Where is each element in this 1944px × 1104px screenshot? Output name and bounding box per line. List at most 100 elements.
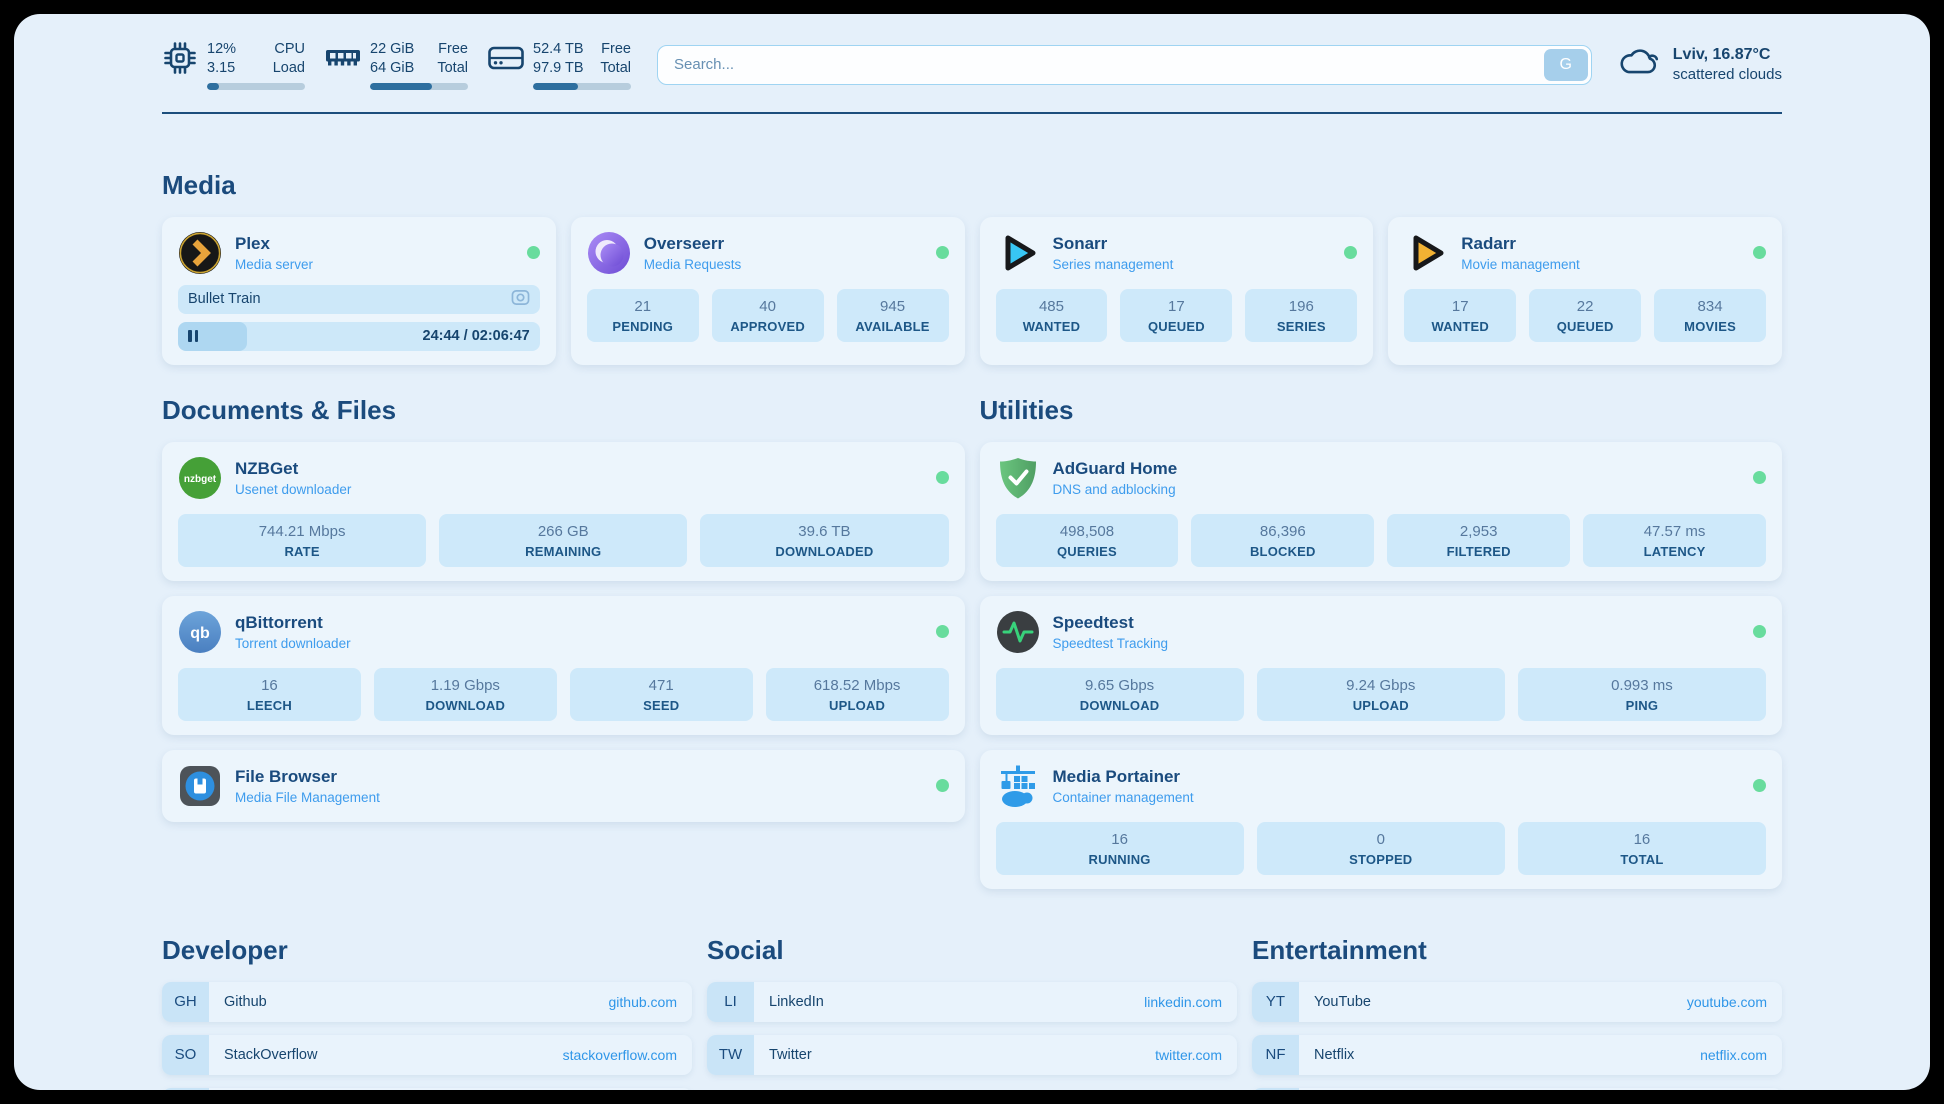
stat-downloaded: 39.6 TB DOWNLOADED	[700, 513, 949, 567]
cpu-usage-value: 12%	[207, 41, 237, 57]
stat-total: 16 TOTAL	[1517, 821, 1767, 875]
stat-ping: 0.993 ms PING	[1517, 667, 1767, 721]
status-dot	[1753, 779, 1766, 793]
playback-time: 24:44 / 02:06:47	[422, 328, 530, 345]
card-file-browser[interactable]: File Browser Media File Management	[162, 749, 965, 822]
section-title-entertainment: Entertainment	[1252, 934, 1427, 965]
disk-free-label: Free	[601, 41, 631, 57]
status-dot	[935, 779, 949, 793]
disk-progress-bar	[533, 82, 631, 90]
bookmark-tag: SO	[162, 1034, 209, 1075]
app-subtitle: Container management	[1052, 789, 1194, 805]
app-title: Overseerr	[643, 233, 725, 253]
stat-download: 1.19 Gbps DOWNLOAD	[373, 667, 557, 721]
weather-widget: Lviv, 16.87°C scattered clouds	[1618, 46, 1782, 83]
app-subtitle: Torrent downloader	[235, 635, 351, 651]
card-sonarr[interactable]: Sonarr Series management 485 WANTED 17 Q…	[979, 216, 1374, 365]
stat-latency: 47.57 ms LATENCY	[1583, 513, 1766, 567]
card-media-portainer[interactable]: Media Portainer Container management 16 …	[979, 749, 1782, 889]
stat-blocked: 86,396 BLOCKED	[1191, 513, 1375, 567]
bookmark-tag: NF	[1252, 1034, 1299, 1075]
disk-total-value: 97.9 TB	[533, 59, 584, 76]
cpu-load-value: 3.15	[207, 59, 236, 76]
stat-seed: 471 SEED	[569, 667, 753, 721]
stat-series: 196 SERIES	[1245, 288, 1358, 342]
stat-upload: 9.24 Gbps UPLOAD	[1256, 667, 1505, 721]
stat-movies: 834 MOVIES	[1654, 288, 1767, 342]
bookmark-twitter[interactable]: TW Twitter twitter.com	[707, 1034, 1237, 1075]
app-subtitle: Media File Management	[235, 789, 380, 805]
section-title-developer: Developer	[162, 934, 288, 965]
status-dot	[1753, 246, 1766, 260]
cpu-progress-bar	[207, 82, 305, 90]
card-speedtest[interactable]: Speedtest Speedtest Tracking 9.65 Gbps D…	[979, 595, 1782, 735]
status-dot	[1753, 471, 1766, 485]
app-subtitle: Usenet downloader	[235, 481, 352, 497]
stat-rate: 744.21 Mbps RATE	[178, 513, 427, 567]
portainer-icon	[996, 764, 1040, 808]
dashboard-panel: 12% 3.15 CPU Load	[14, 14, 1930, 1090]
app-subtitle: Series management	[1052, 256, 1174, 272]
svg-text:qb: qb	[190, 625, 210, 642]
bookmark-tag: YT	[1252, 981, 1299, 1022]
app-subtitle: Media Requests	[643, 256, 742, 272]
search-provider-button[interactable]: G	[1543, 48, 1588, 81]
bookmark-linkedin[interactable]: LI LinkedIn linkedin.com	[707, 981, 1237, 1022]
section-title-media: Media	[162, 169, 236, 200]
sonarr-icon	[996, 231, 1040, 275]
app-title: qBittorrent	[235, 612, 323, 632]
bookmark-github[interactable]: GH Github github.com	[162, 981, 692, 1022]
speedtest-icon	[996, 610, 1040, 654]
card-overseerr[interactable]: Overseerr Media Requests 21 PENDING 40 A…	[570, 216, 965, 365]
plex-icon	[178, 231, 222, 275]
pause-icon	[188, 330, 198, 343]
card-nzbget[interactable]: nzbget NZBGet Usenet downloader 744.21 M…	[162, 441, 965, 581]
status-dot	[935, 471, 949, 485]
app-title: NZBGet	[235, 458, 299, 478]
radarr-icon	[1404, 231, 1448, 275]
cpu-icon	[162, 40, 198, 76]
status-dot	[1344, 246, 1358, 260]
file-browser-icon	[178, 764, 222, 808]
svg-text:nzbget: nzbget	[184, 474, 217, 485]
stat-running: 16 RUNNING	[995, 821, 1244, 875]
card-radarr[interactable]: Radarr Movie management 17 WANTED 22 QUE…	[1388, 216, 1782, 365]
status-dot	[1753, 625, 1766, 639]
system-stats: 12% 3.15 CPU Load	[162, 40, 631, 90]
stat-wanted: 17 WANTED	[1404, 288, 1517, 342]
bookmark-reddit[interactable]: RE Reddit reddit.com	[1252, 1087, 1782, 1090]
bookmark-dev[interactable]: DT DEV dev.to	[162, 1087, 692, 1090]
stat-remaining: 266 GB REMAINING	[439, 513, 688, 567]
nzbget-icon: nzbget	[178, 456, 222, 500]
bookmark-tag: DT	[162, 1087, 209, 1090]
cpu-label: CPU	[274, 41, 305, 57]
stat-download: 9.65 Gbps DOWNLOAD	[995, 667, 1244, 721]
memory-free-value: 22 GiB	[370, 41, 415, 57]
stat-wanted: 485 WANTED	[995, 288, 1108, 342]
bookmark-netflix[interactable]: NF Netflix netflix.com	[1252, 1034, 1782, 1075]
search-input[interactable]	[657, 44, 1592, 85]
bookmark-stackoverflow[interactable]: SO StackOverflow stackoverflow.com	[162, 1034, 692, 1075]
card-plex[interactable]: Plex Media server Bullet Train	[162, 216, 556, 365]
app-subtitle: Speedtest Tracking	[1052, 635, 1169, 651]
overseerr-icon	[587, 231, 631, 275]
bookmark-tag: RE	[1252, 1087, 1299, 1090]
stat-queued: 22 QUEUED	[1529, 288, 1642, 342]
app-title: Media Portainer	[1052, 766, 1181, 786]
section-title-social: Social	[707, 934, 784, 965]
bookmark-youtube[interactable]: YT YouTube youtube.com	[1252, 981, 1782, 1022]
status-dot	[935, 246, 949, 260]
session-icon[interactable]	[511, 289, 530, 310]
stat-queued: 17 QUEUED	[1120, 288, 1233, 342]
card-adguard-home[interactable]: AdGuard Home DNS and adblocking 498,508 …	[979, 441, 1782, 581]
playback-progress-bar: 24:44 / 02:06:47	[178, 321, 540, 351]
stat-stopped: 0 STOPPED	[1256, 821, 1505, 875]
stat-pending: 21 PENDING	[586, 288, 699, 342]
disk-stat: 52.4 TB 97.9 TB Free Total	[488, 40, 631, 90]
card-qbittorrent[interactable]: qb qBittorrent Torrent downloader 16 LEE…	[162, 595, 965, 735]
qbittorrent-icon: qb	[178, 610, 222, 654]
top-bar: 12% 3.15 CPU Load	[162, 40, 1782, 90]
stat-queries: 498,508 QUERIES	[995, 513, 1179, 567]
weather-location: Lviv, 16.87°C	[1672, 46, 1771, 64]
